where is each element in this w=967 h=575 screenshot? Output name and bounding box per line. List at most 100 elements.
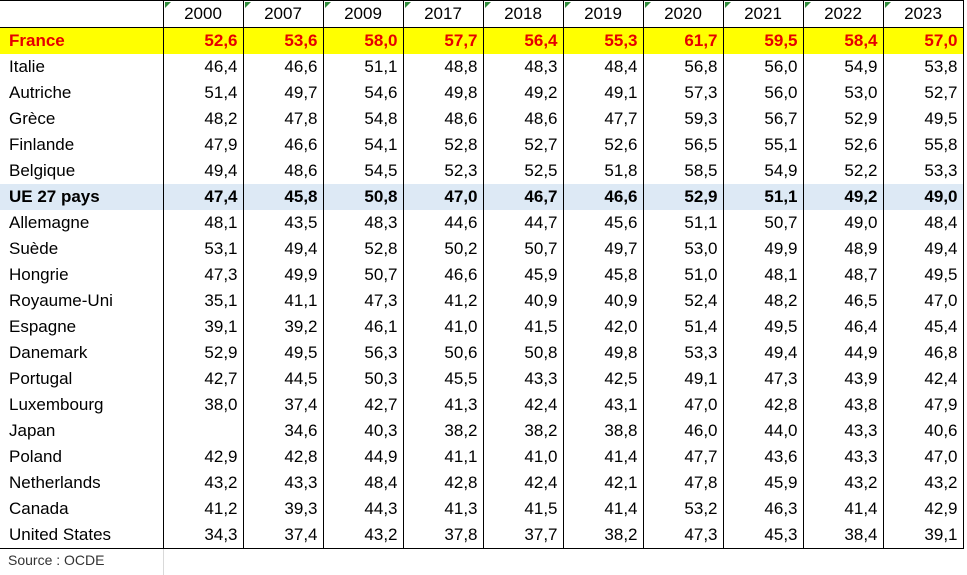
value-cell[interactable]: 38,2: [483, 418, 564, 444]
value-cell[interactable]: 40,3: [323, 418, 404, 444]
value-cell[interactable]: 37,7: [483, 522, 564, 549]
value-cell[interactable]: 39,2: [243, 314, 324, 340]
value-cell[interactable]: 48,1: [723, 262, 804, 288]
value-cell[interactable]: 42,7: [323, 392, 404, 418]
value-cell[interactable]: 42,4: [483, 392, 564, 418]
value-cell[interactable]: 47,3: [723, 366, 804, 392]
value-cell[interactable]: 42,4: [483, 470, 564, 496]
value-cell[interactable]: 49,8: [403, 80, 484, 106]
value-cell[interactable]: 50,8: [323, 184, 404, 210]
value-cell[interactable]: 48,9: [803, 236, 884, 262]
value-cell[interactable]: 47,0: [643, 392, 724, 418]
value-cell[interactable]: 51,0: [643, 262, 724, 288]
value-cell[interactable]: 57,3: [643, 80, 724, 106]
value-cell[interactable]: 41,4: [563, 496, 644, 522]
value-cell[interactable]: 34,3: [163, 522, 244, 549]
value-cell[interactable]: 45,9: [483, 262, 564, 288]
value-cell[interactable]: 49,5: [883, 106, 964, 132]
value-cell[interactable]: 46,3: [723, 496, 804, 522]
value-cell[interactable]: 51,4: [643, 314, 724, 340]
value-cell[interactable]: 49,8: [563, 340, 644, 366]
value-cell[interactable]: 49,5: [243, 340, 324, 366]
year-header-cell[interactable]: 2021: [723, 0, 804, 28]
value-cell[interactable]: 41,4: [563, 444, 644, 470]
value-cell[interactable]: 52,2: [803, 158, 884, 184]
value-cell[interactable]: 51,8: [563, 158, 644, 184]
value-cell[interactable]: 53,2: [643, 496, 724, 522]
value-cell[interactable]: 49,4: [243, 236, 324, 262]
value-cell[interactable]: 49,1: [643, 366, 724, 392]
value-cell[interactable]: 47,0: [883, 444, 964, 470]
value-cell[interactable]: 45,4: [883, 314, 964, 340]
year-header-cell[interactable]: 2020: [643, 0, 724, 28]
value-cell[interactable]: 48,3: [483, 54, 564, 80]
value-cell[interactable]: 43,8: [803, 392, 884, 418]
value-cell[interactable]: 55,8: [883, 132, 964, 158]
year-header-cell[interactable]: 2022: [803, 0, 884, 28]
value-cell[interactable]: 43,9: [803, 366, 884, 392]
value-cell[interactable]: 49,5: [723, 314, 804, 340]
value-cell[interactable]: 48,1: [163, 210, 244, 236]
value-cell[interactable]: 52,9: [163, 340, 244, 366]
year-header-cell[interactable]: 2017: [403, 0, 484, 28]
year-header-cell[interactable]: 2000: [163, 0, 244, 28]
value-cell[interactable]: 41,1: [243, 288, 324, 314]
value-cell[interactable]: 47,9: [883, 392, 964, 418]
value-cell[interactable]: 39,1: [163, 314, 244, 340]
value-cell[interactable]: 42,1: [563, 470, 644, 496]
year-header-cell[interactable]: 2009: [323, 0, 404, 28]
value-cell[interactable]: 59,3: [643, 106, 724, 132]
country-cell[interactable]: Italie: [0, 54, 164, 80]
value-cell[interactable]: 37,4: [243, 392, 324, 418]
country-cell[interactable]: Portugal: [0, 366, 164, 392]
value-cell[interactable]: 48,2: [723, 288, 804, 314]
value-cell[interactable]: 46,6: [403, 262, 484, 288]
value-cell[interactable]: 48,3: [323, 210, 404, 236]
value-cell[interactable]: 46,4: [803, 314, 884, 340]
country-cell[interactable]: United States: [0, 522, 164, 549]
header-corner-cell[interactable]: [0, 0, 164, 28]
value-cell[interactable]: 42,9: [163, 444, 244, 470]
value-cell[interactable]: 54,9: [803, 54, 884, 80]
value-cell[interactable]: 50,8: [483, 340, 564, 366]
value-cell[interactable]: 46,6: [243, 54, 324, 80]
value-cell[interactable]: 45,5: [403, 366, 484, 392]
value-cell[interactable]: 45,3: [723, 522, 804, 549]
value-cell[interactable]: [163, 418, 244, 444]
value-cell[interactable]: 35,1: [163, 288, 244, 314]
value-cell[interactable]: 52,5: [483, 158, 564, 184]
value-cell[interactable]: 44,6: [403, 210, 484, 236]
value-cell[interactable]: 52,6: [563, 132, 644, 158]
empty-cell[interactable]: [403, 549, 483, 572]
empty-cell[interactable]: [243, 549, 323, 572]
year-header-cell[interactable]: 2018: [483, 0, 564, 28]
value-cell[interactable]: 34,6: [243, 418, 324, 444]
value-cell[interactable]: 50,7: [723, 210, 804, 236]
value-cell[interactable]: 45,6: [563, 210, 644, 236]
value-cell[interactable]: 48,4: [323, 470, 404, 496]
value-cell[interactable]: 50,7: [323, 262, 404, 288]
value-cell[interactable]: 42,7: [163, 366, 244, 392]
empty-cell[interactable]: [883, 549, 963, 572]
value-cell[interactable]: 39,1: [883, 522, 964, 549]
value-cell[interactable]: 51,4: [163, 80, 244, 106]
value-cell[interactable]: 46,1: [323, 314, 404, 340]
value-cell[interactable]: 47,9: [163, 132, 244, 158]
value-cell[interactable]: 43,2: [163, 470, 244, 496]
value-cell[interactable]: 49,0: [803, 210, 884, 236]
value-cell[interactable]: 46,6: [563, 184, 644, 210]
value-cell[interactable]: 53,6: [243, 27, 324, 54]
value-cell[interactable]: 47,3: [163, 262, 244, 288]
value-cell[interactable]: 41,0: [403, 314, 484, 340]
value-cell[interactable]: 57,0: [883, 27, 964, 54]
value-cell[interactable]: 49,2: [483, 80, 564, 106]
value-cell[interactable]: 51,1: [643, 210, 724, 236]
empty-cell[interactable]: [723, 549, 803, 572]
value-cell[interactable]: 53,0: [643, 236, 724, 262]
value-cell[interactable]: 47,4: [163, 184, 244, 210]
value-cell[interactable]: 48,6: [243, 158, 324, 184]
value-cell[interactable]: 56,0: [723, 54, 804, 80]
value-cell[interactable]: 43,3: [803, 418, 884, 444]
value-cell[interactable]: 44,0: [723, 418, 804, 444]
value-cell[interactable]: 61,7: [643, 27, 724, 54]
